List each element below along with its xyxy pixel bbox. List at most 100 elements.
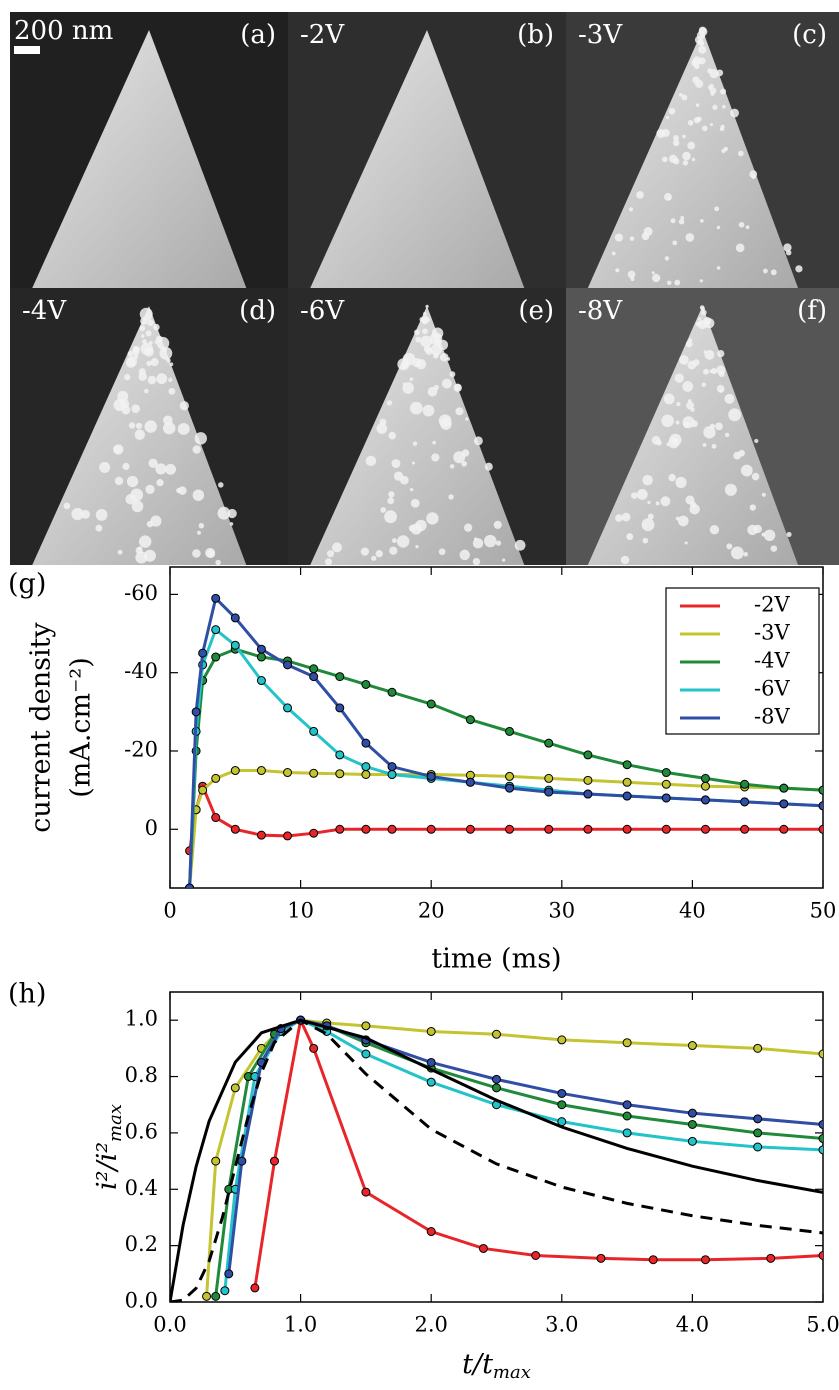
particle [159, 346, 173, 360]
particle [117, 549, 123, 555]
data-point [230, 640, 240, 650]
data-point [224, 1269, 234, 1279]
particle [122, 462, 130, 470]
data-point [622, 777, 632, 787]
particle [163, 415, 173, 426]
particle [664, 192, 672, 201]
particle [685, 233, 695, 242]
tip [310, 306, 525, 565]
particle [422, 328, 428, 335]
particle [131, 404, 140, 414]
particle [514, 539, 526, 551]
particle [751, 472, 760, 481]
data-point [544, 787, 554, 797]
particle [130, 488, 144, 502]
panel-voltage: -3V [578, 20, 623, 50]
particle [391, 538, 397, 543]
data-point [335, 769, 345, 779]
data-point [661, 768, 671, 778]
particle [674, 279, 681, 286]
series-line [188, 647, 823, 888]
x-tick-label: 4.0 [676, 1313, 709, 1337]
particle [615, 514, 623, 522]
data-point [361, 738, 371, 748]
data-point [583, 750, 593, 760]
tip [32, 30, 247, 288]
data-point [335, 824, 345, 834]
particle [720, 88, 727, 95]
particle [474, 537, 478, 541]
y-axis-label: i²/i²max [92, 1104, 127, 1190]
particle [146, 360, 152, 367]
x-tick-label: 10 [287, 899, 314, 923]
particle [716, 225, 721, 230]
data-point [700, 795, 710, 805]
particle [198, 523, 205, 529]
particle [703, 368, 709, 375]
data-point [426, 771, 436, 781]
particle [128, 422, 136, 429]
data-point [596, 1253, 606, 1263]
particle [138, 368, 146, 376]
data-point [426, 1057, 436, 1067]
particle [698, 57, 706, 65]
particle [99, 461, 111, 473]
particle [165, 463, 176, 475]
particle [95, 508, 108, 521]
data-point [687, 1119, 697, 1129]
data-point [283, 660, 293, 670]
particle [678, 92, 683, 97]
data-point [230, 1083, 240, 1093]
particle [683, 421, 690, 428]
particle [701, 382, 707, 388]
particle [411, 461, 415, 465]
particle [408, 524, 416, 532]
particle [651, 271, 655, 275]
particle [430, 343, 443, 356]
particle [422, 404, 435, 417]
particle [95, 524, 103, 532]
panel-label: (a) [240, 20, 276, 50]
data-point [505, 824, 515, 834]
series-line [188, 769, 823, 888]
particle [81, 509, 90, 519]
particle [699, 279, 703, 283]
particle [720, 124, 725, 129]
y-tick-label: -40 [124, 659, 158, 683]
particle [675, 476, 687, 489]
data-point [478, 1243, 488, 1253]
particle [145, 330, 152, 337]
particle [716, 365, 726, 375]
particle [197, 530, 201, 535]
particle [153, 323, 160, 331]
particle [629, 236, 635, 241]
particle [674, 373, 684, 383]
particle [724, 393, 735, 404]
particle [709, 87, 717, 94]
y-tick-label: 0.6 [125, 1119, 158, 1143]
particle [753, 524, 762, 534]
data-point [622, 760, 632, 770]
particle [710, 368, 718, 375]
data-point [309, 664, 319, 674]
particle [716, 384, 725, 393]
particle [667, 196, 671, 201]
particle [670, 218, 676, 224]
particle [446, 357, 451, 361]
particle [124, 374, 131, 381]
particle [168, 387, 176, 395]
particle [726, 543, 733, 550]
data-point [426, 1227, 436, 1237]
particle [114, 476, 124, 486]
particle [687, 119, 694, 126]
particle [680, 216, 685, 220]
particle [714, 206, 720, 212]
particle [691, 59, 699, 67]
plot-area [185, 593, 823, 888]
particle [620, 555, 630, 565]
particle [630, 276, 635, 282]
data-point [335, 750, 345, 760]
particle [647, 500, 651, 505]
particle [697, 320, 708, 330]
x-tick-label: 0.0 [153, 1313, 186, 1337]
